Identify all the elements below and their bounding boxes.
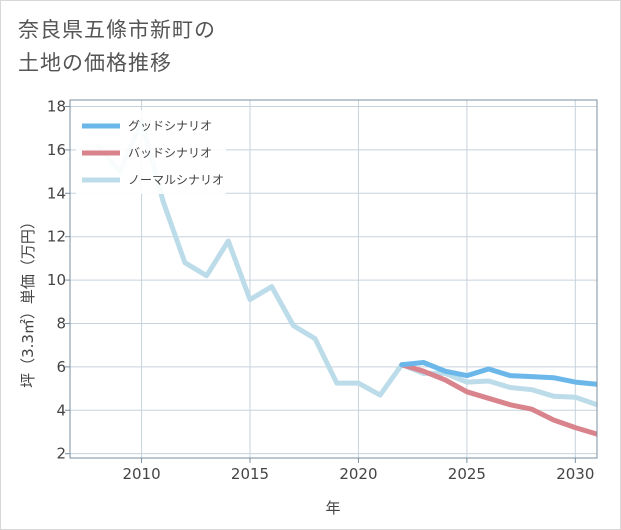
x-tick-label: 2025 [448,465,486,483]
series-lines [95,119,597,437]
y-tick-label: 14 [47,184,66,202]
y-tick-label: 2 [56,445,66,463]
x-axis-ticks: 2010 2015 2020 2025 2030 [122,458,594,483]
y-tick-label: 4 [56,401,66,419]
legend-item-0[interactable]: グッドシナリオ [82,119,212,133]
plot-border [69,99,598,459]
y-tick-label: 16 [47,141,66,159]
legend-label: バッドシナリオ [128,146,212,160]
x-tick-label: 2010 [122,465,160,483]
legend-item-2[interactable]: ノーマルシナリオ [82,173,224,187]
legend-item-1[interactable]: バッドシナリオ [82,146,212,160]
series-line-1 [399,362,597,437]
chart-title-line-2: 土地の価格推移 [18,51,172,75]
y-tick-label: 6 [56,358,66,376]
series-line-0 [399,360,597,387]
x-tick-label: 2015 [231,465,269,483]
chart-title: 奈良県五條市新町の 土地の価格推移 [18,14,216,80]
x-tick-label: 2020 [339,465,377,483]
x-tick-label: 2030 [556,465,594,483]
y-axis-ticks: 2 4 6 8 10 12 14 16 18 [47,98,70,463]
y-axis-title: 坪（3.3㎡）単価（万円） [19,214,37,388]
chart-title-line-1: 奈良県五條市新町の [18,18,216,42]
legend-label: ノーマルシナリオ [128,173,224,187]
series-line-2 [95,119,597,408]
y-tick-label: 10 [47,271,66,289]
y-tick-label: 18 [47,98,66,116]
legend-label: グッドシナリオ [128,119,212,133]
x-axis-title: 年 [325,499,340,517]
y-tick-label: 12 [47,228,66,246]
y-tick-label: 8 [56,314,66,332]
